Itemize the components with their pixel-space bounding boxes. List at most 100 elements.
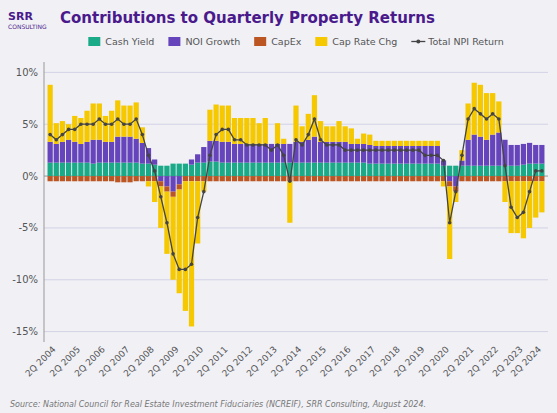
line-marker xyxy=(386,148,390,152)
bar xyxy=(527,143,532,164)
bar xyxy=(330,163,335,176)
bar xyxy=(306,114,311,140)
line-marker xyxy=(233,138,237,142)
line-marker xyxy=(73,128,77,132)
bar xyxy=(349,128,354,144)
bar xyxy=(146,176,151,181)
line-marker xyxy=(104,122,108,126)
bar xyxy=(164,176,169,186)
bar xyxy=(226,176,231,181)
line-marker xyxy=(91,122,95,126)
line-marker xyxy=(202,190,206,194)
line-marker xyxy=(515,216,519,220)
legend-label: Total NPI Return xyxy=(427,36,503,47)
line-marker xyxy=(85,122,89,126)
line-marker xyxy=(61,133,65,137)
bar xyxy=(275,163,280,176)
bar xyxy=(207,110,212,141)
bar xyxy=(213,105,218,141)
line-marker xyxy=(331,143,335,147)
bar xyxy=(515,176,520,181)
bar xyxy=(330,176,335,181)
bar-series xyxy=(48,83,545,327)
legend-label: Cash Yield xyxy=(105,36,154,47)
bar xyxy=(324,163,329,176)
bar xyxy=(386,176,391,181)
bar xyxy=(490,93,495,134)
bar xyxy=(472,83,477,135)
bar xyxy=(515,181,520,233)
bar xyxy=(257,176,262,181)
line-marker xyxy=(128,122,132,126)
bar xyxy=(91,164,96,176)
bar xyxy=(66,176,71,181)
bar xyxy=(324,126,329,142)
line-marker xyxy=(350,148,354,152)
bar xyxy=(226,142,231,163)
legend-item: CapEx xyxy=(254,36,301,47)
bar xyxy=(115,176,120,182)
bar xyxy=(269,143,274,144)
bar xyxy=(238,176,243,181)
bar xyxy=(373,141,378,146)
bar xyxy=(220,106,225,142)
bar xyxy=(355,163,360,176)
bar xyxy=(496,166,501,176)
line-marker xyxy=(214,133,218,137)
bar xyxy=(527,164,532,176)
bar xyxy=(533,145,538,164)
bar xyxy=(177,164,182,176)
line-marker xyxy=(134,117,138,121)
bar xyxy=(539,145,544,164)
bar xyxy=(410,176,415,181)
bar xyxy=(373,164,378,176)
bar xyxy=(183,163,188,164)
line-marker xyxy=(399,148,403,152)
bar xyxy=(484,176,489,181)
legend-label: CapEx xyxy=(271,36,301,47)
bar xyxy=(533,181,538,217)
bar xyxy=(232,163,237,176)
bar xyxy=(97,176,102,181)
bar xyxy=(306,176,311,181)
bar xyxy=(386,146,391,164)
bar xyxy=(195,176,200,181)
line-marker xyxy=(417,148,421,152)
bar xyxy=(386,164,391,176)
bar xyxy=(312,176,317,181)
bar xyxy=(435,141,440,146)
bar xyxy=(127,137,132,163)
bar xyxy=(484,140,489,166)
line-marker xyxy=(239,138,243,142)
bar xyxy=(263,118,268,144)
bar xyxy=(465,176,470,181)
bar xyxy=(238,144,243,163)
bar xyxy=(429,164,434,176)
bar xyxy=(257,163,262,176)
bar xyxy=(465,166,470,176)
bar xyxy=(164,186,169,191)
line-marker xyxy=(485,117,489,121)
line-marker xyxy=(227,128,231,132)
bar xyxy=(404,176,409,181)
bar xyxy=(91,140,96,164)
line-marker xyxy=(337,143,341,147)
line-marker xyxy=(454,190,458,194)
bar xyxy=(60,121,65,142)
bar xyxy=(226,106,231,142)
bar xyxy=(447,181,452,186)
bar xyxy=(158,181,163,186)
line-marker xyxy=(177,268,181,272)
x-tick-label: 2Q 2024 xyxy=(509,344,544,379)
bar xyxy=(146,164,151,176)
bar xyxy=(158,176,163,181)
line-marker xyxy=(472,107,476,111)
bar xyxy=(189,165,194,176)
bar xyxy=(238,163,243,176)
bar xyxy=(189,159,194,164)
y-axis xyxy=(44,62,45,342)
bar xyxy=(410,146,415,164)
bar xyxy=(509,166,514,176)
bar xyxy=(263,176,268,181)
bar xyxy=(379,146,384,164)
